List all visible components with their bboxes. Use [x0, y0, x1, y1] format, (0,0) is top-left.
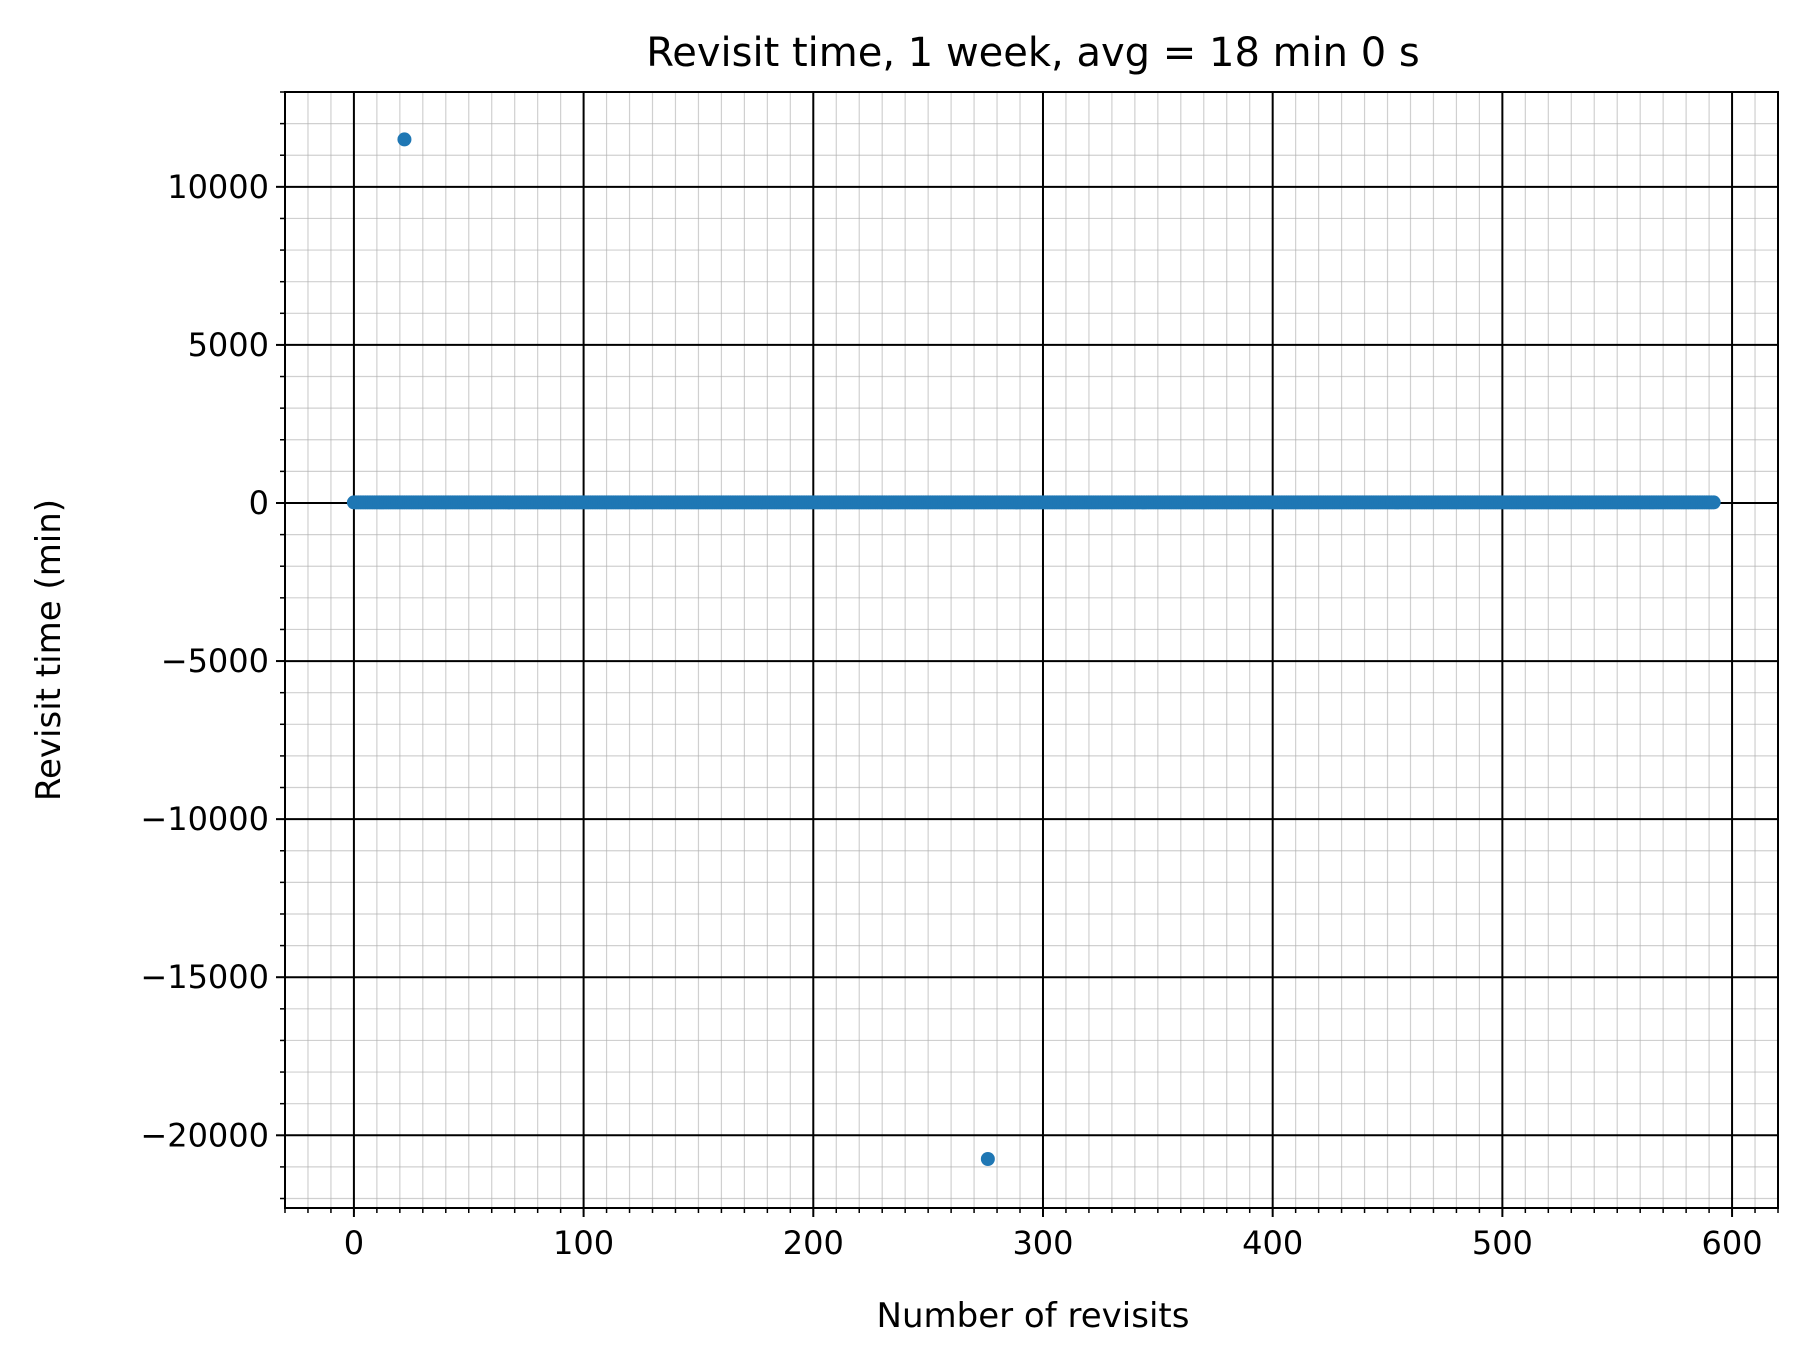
y-tick-label: −20000 — [140, 1116, 269, 1154]
y-tick-label: −15000 — [140, 958, 269, 996]
y-tick-label: −10000 — [140, 800, 269, 838]
x-tick-label: 200 — [783, 1224, 844, 1262]
y-tick-label: −5000 — [161, 642, 269, 680]
tick-labels: 0 100 200 300 400 500 600 10000 5000 0 −5000 −10000… — [140, 168, 1762, 1262]
x-tick-label: 100 — [553, 1224, 614, 1262]
data-point-outlier — [980, 1151, 995, 1166]
y-tick-label: 5000 — [188, 326, 269, 364]
data-points — [346, 132, 1721, 1166]
x-tick-label: 300 — [1012, 1224, 1073, 1262]
x-tick-label: 600 — [1702, 1224, 1763, 1262]
x-tick-label: 0 — [344, 1224, 364, 1262]
y-tick-label: 0 — [249, 484, 269, 522]
x-tick-label: 400 — [1242, 1224, 1303, 1262]
data-point — [1706, 495, 1721, 510]
x-axis-label: Number of revisits — [877, 1296, 1190, 1336]
y-axis-label: Revisit time (min) — [29, 499, 69, 801]
data-point-outlier — [397, 132, 412, 147]
plot-frame — [284, 91, 1779, 1209]
x-tick-label: 500 — [1472, 1224, 1533, 1262]
y-tick-label: 10000 — [167, 168, 269, 206]
axis-ticks — [276, 91, 1779, 1217]
chart-title: Revisit time, 1 week, avg = 18 min 0 s — [646, 30, 1420, 76]
